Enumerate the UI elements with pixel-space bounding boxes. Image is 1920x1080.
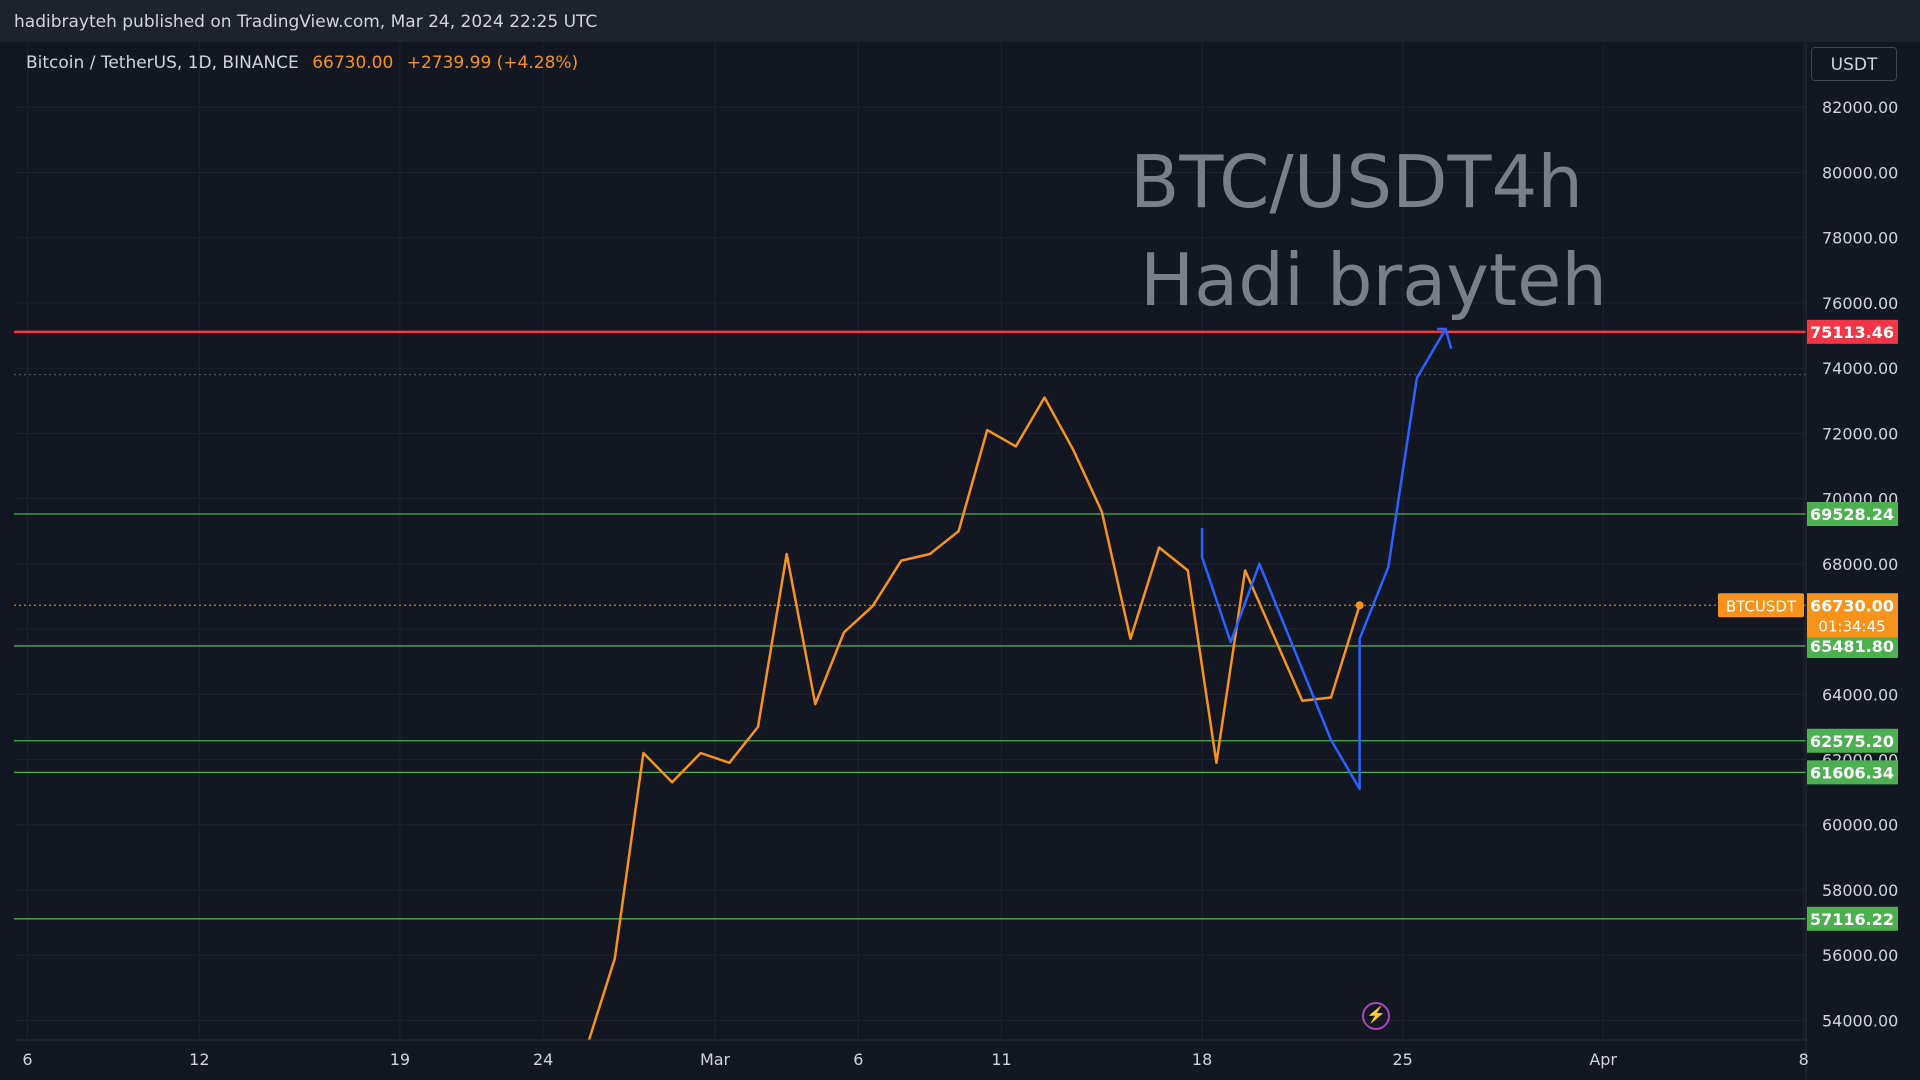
horizontal-levels	[14, 330, 1806, 920]
symbol-badge-label: BTCUSDT	[1726, 597, 1797, 615]
support-badge-label: 62575.20	[1810, 732, 1894, 751]
support-badge	[1807, 760, 1898, 785]
last-price: 66730.00	[312, 53, 394, 73]
price-change: +2739.99 (+4.28%)	[406, 53, 579, 73]
y-tick-label: 54000.00	[1822, 1011, 1898, 1030]
plot-area[interactable]	[14, 42, 1806, 1042]
x-tick-label: 24	[533, 1050, 553, 1069]
y-tick-label: 64000.00	[1822, 685, 1898, 704]
trend-arrowhead	[1437, 327, 1453, 349]
y-tick-label: 68000.00	[1822, 555, 1898, 574]
symbol-name[interactable]: Bitcoin / TetherUS, 1D, BINANCE	[26, 53, 299, 73]
y-tick-label: 58000.00	[1822, 881, 1898, 900]
y-tick-label: 76000.00	[1822, 294, 1898, 313]
last-price-badge-label: 66730.00	[1810, 596, 1894, 615]
y-tick-label: 82000.00	[1822, 98, 1898, 117]
y-tick-label: 56000.00	[1822, 946, 1898, 965]
watermark-title: BTC/USDT4h	[1130, 140, 1583, 224]
support-badge-label: 69528.24	[1810, 505, 1894, 524]
y-tick-label: 72000.00	[1822, 424, 1898, 443]
symbol-badge	[1718, 593, 1804, 618]
countdown-label: 01:34:45	[1818, 617, 1885, 635]
trend-path[interactable]	[1200, 328, 1447, 791]
support-badge-label: 61606.34	[1810, 763, 1894, 782]
x-tick-label: 11	[991, 1050, 1011, 1069]
last-price-badge	[1807, 593, 1898, 638]
y-tick-label: 80000.00	[1822, 163, 1898, 182]
last-price-dot	[1355, 601, 1364, 610]
trend-drawing	[1200, 327, 1453, 791]
y-tick-label: 74000.00	[1822, 359, 1898, 378]
y-tick-label: 60000.00	[1822, 816, 1898, 835]
symbol-legend: Bitcoin / TetherUS, 1D, BINANCE 66730.00…	[26, 53, 578, 73]
x-tick-label: 25	[1392, 1050, 1412, 1069]
x-tick-label: Apr	[1589, 1050, 1617, 1069]
x-tick-label: 8	[1799, 1050, 1809, 1069]
resistance-badge-label: 75113.46	[1810, 323, 1894, 342]
y-tick-label: 78000.00	[1822, 229, 1898, 248]
support-badge-label: 57116.22	[1810, 910, 1894, 929]
lightning-icon[interactable]: ⚡	[1362, 1002, 1390, 1030]
publish-info: hadibrayteh published on TradingView.com…	[14, 12, 598, 32]
support-badge	[1807, 906, 1898, 931]
support-badge	[1807, 633, 1898, 658]
x-tick-label: Mar	[700, 1050, 731, 1069]
resistance-badge	[1807, 319, 1898, 344]
price-series	[587, 396, 1364, 1041]
price-axis[interactable]: 54000.0056000.0058000.0060000.0062000.00…	[1822, 98, 1898, 1030]
price-badges: 75113.46 69528.24 65481.80 62575.20 61606.34…	[1718, 319, 1898, 931]
currency-button[interactable]: USDT	[1811, 47, 1897, 81]
x-tick-label: 6	[22, 1050, 32, 1069]
price-line[interactable]	[587, 396, 1361, 1041]
support-badge	[1807, 728, 1898, 753]
x-tick-label: 6	[853, 1050, 863, 1069]
x-tick-label: 19	[390, 1050, 410, 1069]
x-tick-label: 12	[189, 1050, 209, 1069]
top-bar: hadibrayteh published on TradingView.com…	[0, 0, 1920, 42]
x-tick-label: 18	[1192, 1050, 1212, 1069]
watermark-author: Hadi brayteh	[1140, 238, 1608, 322]
grid-lines	[14, 42, 1806, 1040]
support-badge-label: 65481.80	[1810, 637, 1894, 656]
time-axis[interactable]: 6 12 19 24 Mar 6 11 18 25 Apr 8	[22, 1050, 1808, 1069]
support-badge	[1807, 501, 1898, 526]
